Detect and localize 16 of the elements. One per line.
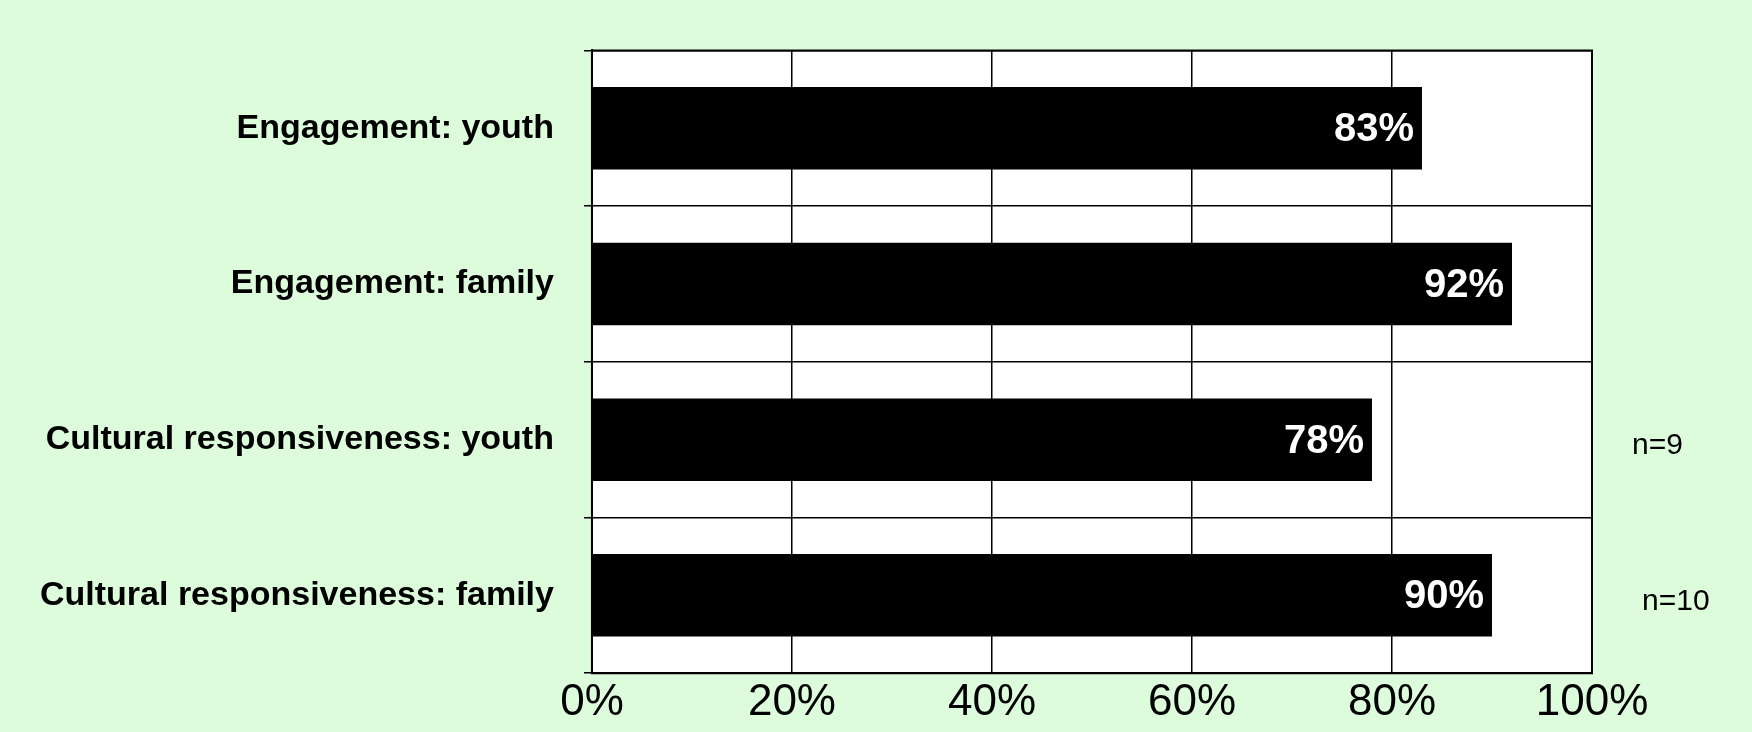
data-label: 90% <box>1403 572 1484 617</box>
y-tick-label: Engagement: youth <box>236 106 554 145</box>
y-tick-label: Cultural responsiveness: youth <box>45 418 554 457</box>
text: n=9 <box>1632 426 1683 460</box>
data-label: 92% <box>1423 260 1504 305</box>
x-tick-label: 60% <box>1147 674 1237 724</box>
x-tick-label: 0% <box>560 674 624 724</box>
data-label: 78% <box>1283 416 1364 461</box>
x-tick-label: 40% <box>947 674 1037 724</box>
x-tick-label: 100% <box>1535 674 1649 724</box>
data-label: 83% <box>1333 105 1414 150</box>
y-tick-label: Engagement: family <box>230 262 555 301</box>
text: n=10 <box>1642 582 1710 616</box>
x-tick-label: 20% <box>747 674 836 724</box>
y-tick-label: Cultural responsiveness: family <box>40 573 555 612</box>
x-tick-label: 80% <box>1347 674 1437 724</box>
